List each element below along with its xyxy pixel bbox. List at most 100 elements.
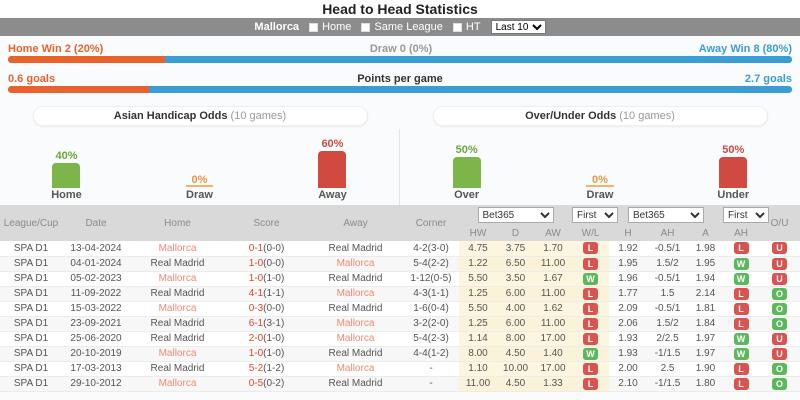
bookmaker-select-ah[interactable]: Bet365 bbox=[628, 207, 705, 223]
cell-score: 1-0(1-0) bbox=[225, 346, 308, 362]
bookmaker-select-1x2[interactable]: Bet365 bbox=[477, 207, 554, 223]
cell-ah-line: 1.5/2 bbox=[647, 316, 689, 332]
cell-league: SPA D1 bbox=[0, 256, 62, 272]
cell-home-team: Real Madrid bbox=[130, 286, 225, 302]
cell-league: SPA D1 bbox=[0, 346, 62, 362]
filter-ht-label: HT bbox=[465, 21, 481, 33]
timing-select-1x2[interactable]: First bbox=[572, 207, 619, 223]
cell-ah-home-odds: 1.93 bbox=[609, 331, 648, 347]
ou-badge: U bbox=[772, 272, 788, 285]
winrate-bar-home-segment bbox=[8, 56, 165, 63]
ah-badge: L bbox=[733, 362, 749, 375]
cell-home-win-odds: 1.22 bbox=[459, 256, 497, 272]
team-name: Mallorca bbox=[254, 21, 300, 33]
cell-wl-result: L bbox=[572, 256, 610, 272]
ah-badge: W bbox=[733, 272, 749, 285]
ah-badge: W bbox=[733, 332, 749, 345]
cell-corner: 1-6(0-4) bbox=[403, 301, 459, 317]
cell-home-team: Mallorca bbox=[130, 271, 225, 287]
cell-away-win-odds: 17.00 bbox=[534, 361, 573, 377]
asian-handicap-odds-sub: (10 games) bbox=[227, 110, 287, 122]
points-bar-home-segment bbox=[8, 86, 150, 93]
cell-league: SPA D1 bbox=[0, 241, 62, 257]
cell-league: SPA D1 bbox=[0, 361, 62, 377]
filter-same-league[interactable]: Same League bbox=[361, 21, 443, 33]
filter-ht[interactable]: HT bbox=[452, 21, 481, 33]
cell-ah-result: L bbox=[723, 361, 760, 377]
ou-badge: O bbox=[772, 362, 788, 375]
col-date: Date bbox=[62, 205, 130, 241]
wl-badge: L bbox=[583, 302, 599, 315]
home-checkbox[interactable] bbox=[309, 22, 319, 32]
over-under-odds-label: Over/Under Odds bbox=[525, 110, 617, 122]
table-row: SPA D1 11-09-2022 Real Madrid 4-1(1-1) M… bbox=[0, 286, 800, 302]
chart-col-under: 50% Under bbox=[667, 129, 800, 205]
cell-ah-away-odds: 1.98 bbox=[688, 241, 724, 257]
cell-corner: 4-3(1-1) bbox=[403, 286, 459, 302]
cell-ah-home-odds: 1.93 bbox=[609, 346, 648, 362]
col-a: A bbox=[688, 225, 724, 241]
cell-ah-line: 2.5 bbox=[647, 361, 689, 377]
cell-score: 0-3(0-0) bbox=[225, 301, 308, 317]
ah-badge: W bbox=[733, 257, 749, 270]
timing-select-ah[interactable]: First bbox=[723, 207, 770, 223]
cell-ah-away-odds: 1.95 bbox=[688, 256, 724, 272]
cell-draw-odds: 3.75 bbox=[497, 241, 534, 257]
cell-home-win-odds: 1.25 bbox=[459, 286, 497, 302]
away-win-label: Away Win 8 (80%) bbox=[698, 42, 792, 55]
points-per-game-label: Points per game bbox=[357, 72, 443, 85]
asian-handicap-odds-label: Asian Handicap Odds bbox=[113, 110, 228, 122]
over-pct: 50% bbox=[455, 144, 478, 156]
cell-ah-line: 1.5 bbox=[647, 286, 689, 302]
filter-home[interactable]: Home bbox=[309, 21, 351, 33]
cell-ah-away-odds: 1.94 bbox=[688, 271, 724, 287]
cell-draw-odds: 4.50 bbox=[497, 376, 534, 392]
cell-draw-odds: 4.50 bbox=[497, 346, 534, 362]
ht-checkbox[interactable] bbox=[452, 22, 462, 32]
last-n-select[interactable]: Last 10 bbox=[490, 20, 546, 34]
wl-badge: W bbox=[583, 272, 599, 285]
same-league-checkbox[interactable] bbox=[361, 22, 371, 32]
ou-badge: U bbox=[772, 332, 788, 345]
cell-ah-result: L bbox=[723, 301, 760, 317]
cell-ah-line: -0.5/1 bbox=[647, 271, 689, 287]
cell-date: 29-10-2012 bbox=[62, 376, 130, 392]
score-fulltime: 4-1 bbox=[248, 288, 264, 299]
cell-ah-away-odds: 1.80 bbox=[688, 376, 724, 392]
over-under-odds-sub: (10 games) bbox=[616, 110, 675, 122]
score-fulltime: 1-0 bbox=[248, 273, 264, 284]
cell-ou-result: O bbox=[759, 286, 800, 302]
cell-ah-result: W bbox=[723, 331, 760, 347]
score-halftime: (1-1) bbox=[263, 288, 285, 299]
score-halftime: (0-0) bbox=[263, 242, 285, 254]
cell-date: 25-06-2020 bbox=[62, 331, 130, 347]
cell-away-win-odds: 1.40 bbox=[534, 346, 573, 362]
cell-ah-away-odds: 1.90 bbox=[688, 361, 724, 377]
cell-ou-result: U bbox=[759, 271, 800, 287]
cell-draw-odds: 8.00 bbox=[497, 331, 534, 347]
under-pct: 50% bbox=[722, 144, 745, 156]
asian-handicap-odds-button[interactable]: Asian Handicap Odds (10 games) bbox=[32, 106, 368, 126]
cell-date: 11-09-2022 bbox=[62, 286, 130, 302]
wl-badge: L bbox=[583, 377, 599, 390]
cell-score: 1-0(0-0) bbox=[225, 256, 308, 272]
cell-wl-result: L bbox=[572, 286, 610, 302]
cell-ou-result: O bbox=[759, 376, 800, 392]
ou-badge: O bbox=[772, 287, 788, 300]
over-under-odds-button[interactable]: Over/Under Odds (10 games) bbox=[432, 106, 768, 126]
cell-ah-away-odds: 1.81 bbox=[688, 301, 724, 317]
cell-league: SPA D1 bbox=[0, 316, 62, 332]
col-score: Score bbox=[225, 205, 308, 241]
cell-ah-result: W bbox=[723, 271, 760, 287]
cell-away-team: Real Madrid bbox=[308, 346, 403, 362]
draw-pct: 0% bbox=[185, 173, 214, 187]
score-fulltime: 6-1 bbox=[248, 318, 264, 329]
cell-home-team: Mallorca bbox=[130, 241, 225, 257]
summary-bars: Home Win 2 (20%) Draw 0 (0%) Away Win 8 … bbox=[0, 36, 800, 103]
table-header: League/Cup Date Home Score Away Corner B… bbox=[0, 205, 800, 241]
cell-ah-home-odds: 1.92 bbox=[609, 241, 648, 257]
cell-score: 2-0(1-0) bbox=[225, 331, 308, 347]
cell-date: 17-03-2013 bbox=[62, 361, 130, 377]
cell-home-win-odds: 8.00 bbox=[459, 346, 497, 362]
